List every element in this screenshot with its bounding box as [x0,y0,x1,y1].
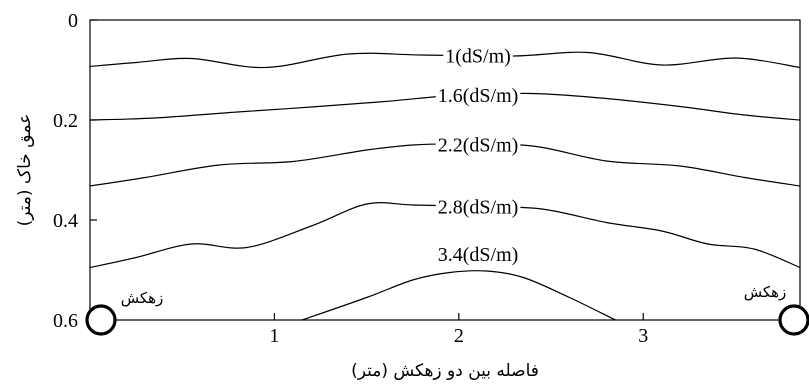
x-tick-label: 1 [269,325,279,347]
contour-label-3: 2.2(dS/m) [435,134,521,156]
contour-label-bg [435,244,521,265]
drain-pipe-left [85,304,117,336]
x-tick-label: 2 [454,325,464,347]
drain-label-right: زهکش [744,283,787,301]
y-tick-label: 0.6 [53,310,78,332]
contour-label-5: 3.4(dS/m) [435,244,521,266]
contour-line-1 [89,51,801,69]
contour-line-5 [301,270,616,321]
contour-label-2: 1.6(dS/m) [435,85,521,107]
y-tick-label: 0.4 [53,210,78,232]
contour-label-text: 2.8(dS/m) [438,196,519,218]
x-axis-ticks: 1 2 3 [269,313,648,347]
drain-pipe-right [778,304,809,336]
drain-label-left: زهکش [121,289,164,307]
y-tick-label: 0.2 [53,110,78,132]
x-tick-label: 3 [638,325,648,347]
y-axis-title: عمق خاک (متر) [15,114,35,227]
contour-label-text: 1(dS/m) [445,46,511,68]
contour-label-1: 1(dS/m) [443,46,513,68]
contour-lines: 1(dS/m) 1.6(dS/m) 2.2(dS/m) 2.8(dS/m) 3.4(dS… [89,46,801,321]
contour-label-text: 2.2(dS/m) [438,134,519,156]
y-tick-label: 0 [68,10,78,32]
contour-label-text: 1.6(dS/m) [438,85,519,107]
contour-label-bg [435,135,521,156]
x-axis-title: فاصله بین دو زهکش (متر) [351,361,539,381]
y-axis-ticks: 0 0.2 0.4 0.6 [53,10,97,332]
contour-label-bg [435,197,521,218]
contour-label-bg [435,85,521,106]
plot-frame [89,19,801,321]
contour-label-bg [443,46,513,67]
contour-label-text: 3.4(dS/m) [438,244,519,266]
contour-label-4: 2.8(dS/m) [435,196,521,218]
